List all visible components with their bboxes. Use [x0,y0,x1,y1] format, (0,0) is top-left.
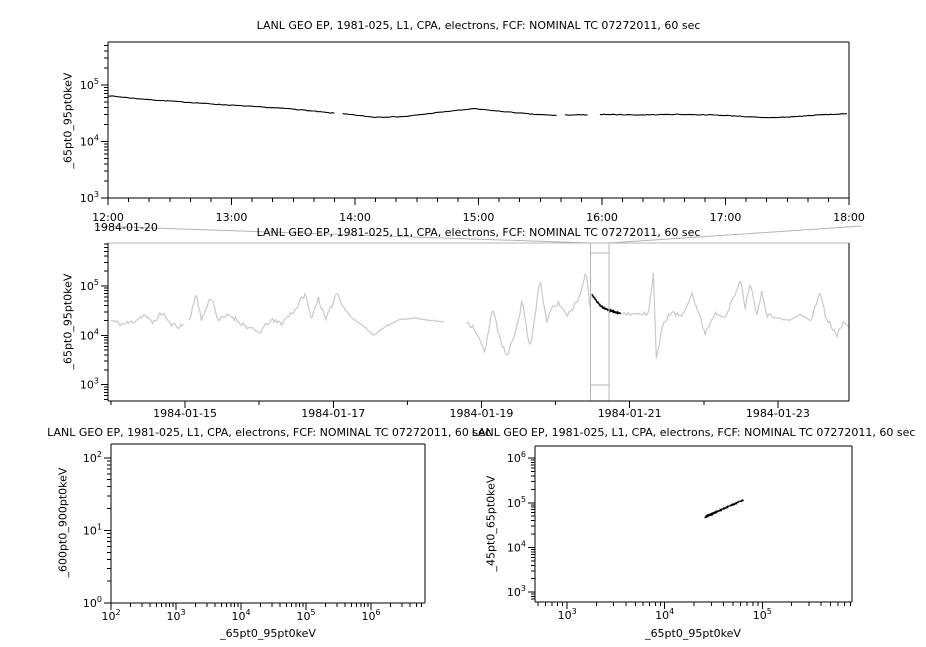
tick-label: 103 [558,607,577,622]
tick-label: 1984-01-15 [153,407,217,420]
tick-label: 104 [655,607,674,622]
tick-label: 102 [83,450,102,465]
bottom-right-panel-x-axis-label: _65pt0_95pt0keV [645,627,741,640]
bottom-left-panel-x-axis-label: _65pt0_95pt0keV [220,627,316,640]
plot-frame [107,242,850,402]
tick-label: 106 [507,450,526,465]
tick-label: 104 [231,608,250,623]
tick-label: 100 [83,595,102,610]
tick-label: 103 [166,608,185,623]
y-axis-bottom-left [104,457,111,604]
middle-panel-y-axis-label: _65pt0_95pt0keV [61,273,75,370]
tick-label: 105 [753,607,772,622]
selection-box[interactable] [589,243,610,401]
plot-area-bottom-left[interactable] [111,444,425,603]
tick-label: 101 [83,522,102,537]
tick-label: 1984-01-23 [746,407,810,420]
bottom-right-panel-y-axis-label: _45pt0_65pt0keV [484,475,498,572]
tick-label: 17:00 [710,211,742,224]
top-panel-y-axis-label: _65pt0_95pt0keV [61,72,75,169]
plot-area-bottom-right[interactable] [535,446,852,602]
tick-label: 105 [296,608,315,623]
x-axis-middle [110,401,779,408]
tick-label: 104 [80,327,99,342]
tick-label: 106 [361,608,380,623]
tick-label: 105 [80,77,99,92]
tick-label: 18:00 [833,211,865,224]
series-flux-65-95keV-context [110,272,849,359]
panel-bottom-left: 102 103 104 105 106 100 101 102 [83,443,426,623]
context-date-label: 1984-01-20 [94,221,158,234]
tick-label: 103 [80,377,99,392]
tick-label: 1984-01-21 [598,407,662,420]
tick-label: 105 [80,278,99,293]
connector-right-line [608,225,863,244]
tick-label: 12:00 [92,211,124,224]
series-flux-65-95keV-highlight [591,293,622,316]
middle-panel-title: LANL GEO EP, 1981-025, L1, CPA, electron… [256,226,701,239]
bottom-right-panel-title: LANL GEO EP, 1981-025, L1, CPA, electron… [471,426,916,439]
context-connector [94,225,863,244]
tick-label: 105 [507,495,526,510]
bottom-left-panel-y-axis-label: _600pt0_900pt0keV [56,467,70,578]
plot-frame [110,443,426,604]
plot-area-top[interactable] [108,42,849,198]
y-axis-bottom-right [528,457,535,600]
panel-bottom-right: 103 104 105 103 104 105 106 [507,445,853,622]
panel-middle: 1984-01-15 1984-01-17 1984-01-19 1984-01-21… [80,242,850,420]
x-axis-bottom-left [110,603,423,610]
tick-label: 103 [80,190,99,205]
connector-left-line [94,225,591,244]
top-panel-title: LANL GEO EP, 1981-025, L1, CPA, electron… [256,19,701,32]
series-correlation-45-65-vs-65-95 [704,499,744,519]
series-flux-65-95keV-view [108,95,847,119]
tick-label: 1984-01-19 [449,407,513,420]
tick-label: 104 [507,539,526,554]
tick-label: 15:00 [463,211,495,224]
y-axis-top [101,44,108,199]
plot-frame [534,445,853,603]
tick-label: 14:00 [339,211,371,224]
tick-label: 13:00 [216,211,248,224]
bottom-left-panel-title: LANL GEO EP, 1981-025, L1, CPA, electron… [47,426,491,439]
tick-label: 16:00 [586,211,618,224]
plot-area-middle[interactable] [108,243,849,401]
tick-label: 102 [101,608,120,623]
tick-label: 104 [80,133,99,148]
tick-label: 1984-01-17 [301,407,365,420]
x-axis-bottom-right [537,602,851,609]
panel-top: 12:00 13:00 14:00 15:00 16:00 17:00 18:00 103 10… [80,41,865,224]
x-axis-top [107,198,850,205]
y-axis-middle [101,243,108,401]
tick-label: 103 [507,584,526,599]
